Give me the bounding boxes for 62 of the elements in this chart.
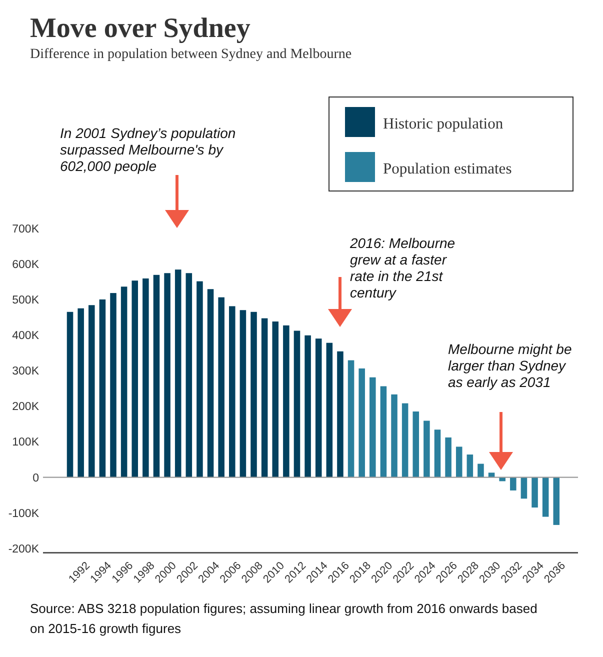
bar (553, 477, 560, 525)
bar (520, 477, 528, 499)
y-tick-label: 300K (12, 366, 40, 378)
y-tick-label: 700K (12, 223, 40, 236)
y-tick-label: -100K (8, 508, 40, 520)
bar (358, 368, 365, 478)
bar (229, 306, 236, 478)
bar (66, 312, 74, 478)
bar (164, 273, 170, 478)
bar (153, 274, 160, 478)
y-tick-label: 500K (12, 294, 40, 306)
bar (304, 335, 311, 478)
bar (250, 312, 257, 478)
bar (315, 338, 322, 478)
bar (402, 403, 408, 478)
bar (348, 360, 354, 478)
annotation: 2016: Melbourne grew at a faster rate in the 21st century (349, 235, 456, 300)
source-note: Source: ABS 3218 population figures; assuming linear growth from 2016 onwards based on 2015-16 growth figures (30, 601, 538, 636)
bar (207, 289, 214, 478)
y-tick-label: -200K (8, 543, 40, 556)
bar (261, 318, 268, 478)
y-tick-label: 100K (12, 436, 40, 449)
legend-label: Historic population (383, 115, 504, 132)
bar (510, 477, 516, 490)
bar (240, 310, 246, 478)
y-tick-label: 200K (12, 401, 40, 414)
bar (142, 278, 149, 478)
y-tick-label: 0 (32, 472, 39, 484)
bar (186, 273, 192, 478)
annotation: Melbourne might be larger than Sydney as early as 2031 (448, 341, 572, 390)
chart-title: Move over Sydney (30, 13, 250, 44)
legend-label: Population estimates (383, 160, 512, 178)
bar (445, 437, 452, 478)
bar (424, 420, 430, 478)
bar (110, 293, 116, 478)
bar (478, 464, 484, 478)
bar (196, 281, 203, 478)
bar (391, 394, 398, 478)
bar (78, 308, 84, 478)
bar (326, 342, 333, 478)
bar (456, 446, 462, 478)
y-tick-label: 400K (12, 330, 40, 342)
bar (412, 411, 420, 478)
text: In 2001 Sydney’s population surpassed Melbourne's by 602,000 people (60, 125, 236, 174)
bar (380, 386, 387, 478)
bar (532, 477, 538, 508)
bar (542, 477, 549, 517)
bar (88, 305, 95, 478)
bar (466, 454, 474, 478)
bar (218, 297, 224, 478)
bar (174, 270, 182, 478)
bar (337, 351, 344, 478)
bar (132, 280, 138, 478)
bar (283, 325, 290, 478)
bar (120, 286, 128, 478)
y-tick-label: 600K (12, 258, 40, 271)
bar (99, 299, 106, 478)
chart-subtitle: Difference in population between Sydney and Melbourne (30, 47, 352, 62)
bar (370, 377, 376, 478)
bar (294, 330, 300, 478)
bar (272, 321, 279, 478)
bar (434, 430, 441, 478)
